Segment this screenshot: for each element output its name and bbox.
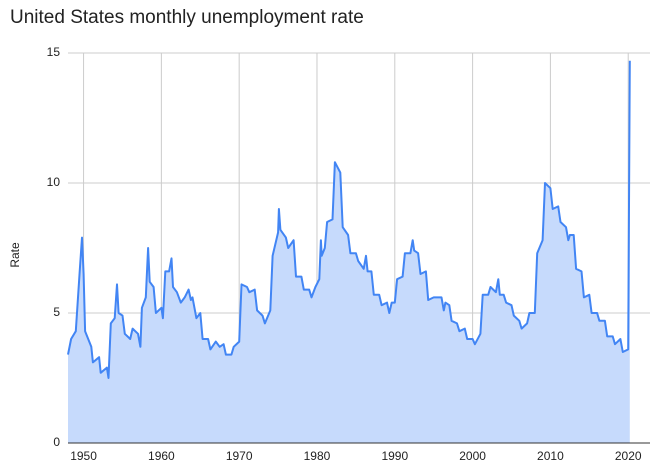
x-tick-label: 2010 (537, 449, 564, 463)
x-tick-label: 1970 (226, 449, 253, 463)
x-tick-label: 1950 (70, 449, 97, 463)
x-tick-label: 1960 (148, 449, 175, 463)
y-tick-label: 10 (47, 175, 61, 189)
y-tick-label: 15 (47, 45, 61, 59)
line (67, 60, 631, 379)
x-tick-label: 1980 (304, 449, 331, 463)
chart-title: United States monthly unemployment rate (10, 7, 364, 28)
x-tick-label: 1990 (381, 449, 408, 463)
y-axis-label: Rate (8, 242, 22, 268)
y-tick-label: 0 (53, 435, 60, 449)
x-tick-label: 2000 (459, 449, 486, 463)
y-tick-label: 5 (53, 305, 60, 319)
x-tick-label: 2020 (615, 449, 642, 463)
area-fill (68, 60, 630, 444)
